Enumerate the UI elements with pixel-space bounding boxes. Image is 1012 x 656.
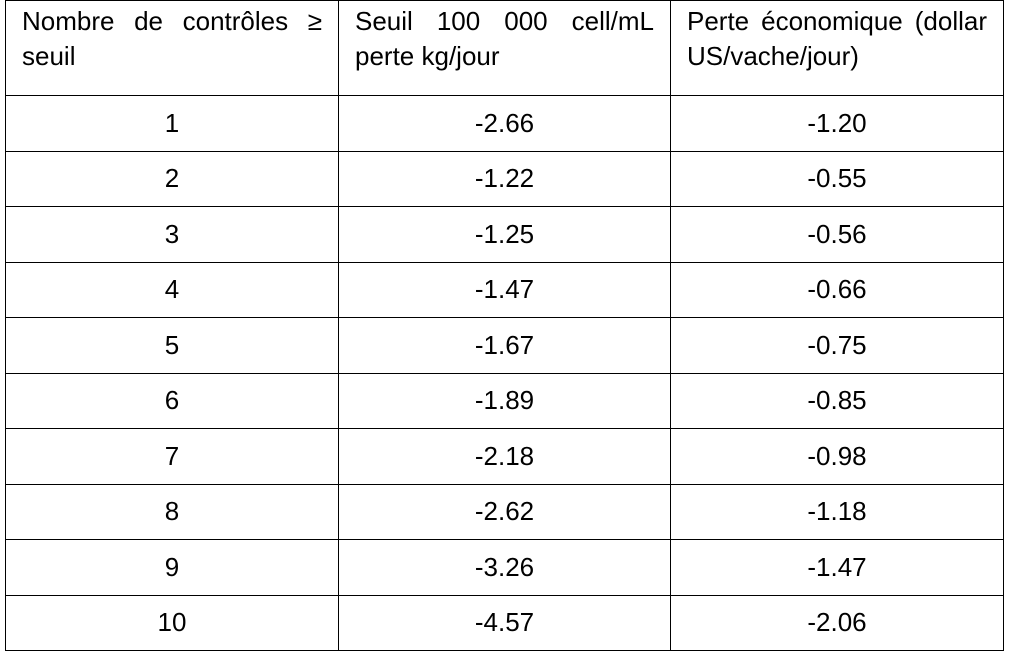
table-cell: -1.20 <box>670 95 1004 152</box>
table-cell: -1.67 <box>338 317 671 374</box>
table-cell: 9 <box>5 539 339 596</box>
table-row: 4 -1.47 -0.66 <box>5 261 1004 318</box>
table-cell: -1.47 <box>338 261 671 318</box>
table-cell: -4.57 <box>338 594 671 651</box>
table-row: 1 -2.66 -1.20 <box>5 95 1004 152</box>
table-row: 10 -4.57 -2.06 <box>5 594 1004 651</box>
table-row: 7 -2.18 -0.98 <box>5 428 1004 485</box>
table-row: 8 -2.62 -1.18 <box>5 483 1004 540</box>
table-cell: 4 <box>5 261 339 318</box>
table-cell: -0.56 <box>670 206 1004 263</box>
table-row: 2 -1.22 -0.55 <box>5 150 1004 207</box>
table-cell: -1.47 <box>670 539 1004 596</box>
table-cell: -0.75 <box>670 317 1004 374</box>
table-cell: -0.66 <box>670 261 1004 318</box>
table-cell: 7 <box>5 428 339 485</box>
table-row: 5 -1.67 -0.75 <box>5 317 1004 374</box>
table-cell: 10 <box>5 594 339 651</box>
table-cell: 8 <box>5 483 339 540</box>
table-cell: -1.22 <box>338 150 671 207</box>
table-row: 9 -3.26 -1.47 <box>5 539 1004 596</box>
table-row: 3 -1.25 -0.56 <box>5 206 1004 263</box>
table-cell: -2.18 <box>338 428 671 485</box>
table-cell: -1.18 <box>670 483 1004 540</box>
header-cell: Nombre de contrôles ≥ seuil <box>5 0 339 96</box>
header-cell: Seuil 100 000 cell/mL perte kg/jour <box>338 0 671 96</box>
table-cell: 1 <box>5 95 339 152</box>
table-cell: 2 <box>5 150 339 207</box>
table-cell: -0.85 <box>670 372 1004 429</box>
table-cell: -3.26 <box>338 539 671 596</box>
table-cell: 5 <box>5 317 339 374</box>
table-cell: 6 <box>5 372 339 429</box>
table-cell: -2.62 <box>338 483 671 540</box>
table-cell: -2.66 <box>338 95 671 152</box>
table-cell: -0.98 <box>670 428 1004 485</box>
table-cell: 3 <box>5 206 339 263</box>
table-row: 6 -1.89 -0.85 <box>5 372 1004 429</box>
table-cell: -1.89 <box>338 372 671 429</box>
table-cell: -0.55 <box>670 150 1004 207</box>
table-cell: -2.06 <box>670 594 1004 651</box>
table-cell: -1.25 <box>338 206 671 263</box>
header-row: Nombre de contrôles ≥ seuil Seuil 100 000… <box>5 0 1004 96</box>
data-table: Nombre de contrôles ≥ seuil Seuil 100 000… <box>5 0 1004 651</box>
header-cell: Perte économique (dollar US/vache/jour) <box>670 0 1004 96</box>
